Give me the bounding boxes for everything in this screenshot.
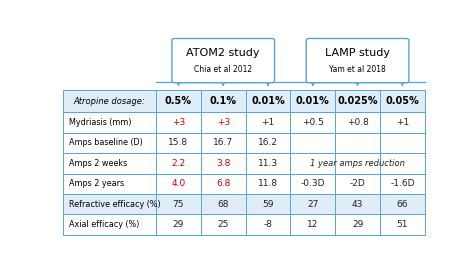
Text: Yam et al 2018: Yam et al 2018 [329, 65, 386, 74]
Text: 12: 12 [307, 220, 319, 229]
Text: 0.01%: 0.01% [296, 96, 330, 106]
Text: 43: 43 [352, 200, 363, 209]
Text: +1: +1 [261, 118, 274, 127]
Text: -0.3D: -0.3D [301, 179, 325, 188]
Text: Amps baseline (D): Amps baseline (D) [69, 139, 142, 147]
Text: 29: 29 [352, 220, 363, 229]
FancyBboxPatch shape [172, 39, 274, 83]
Text: Amps 2 years: Amps 2 years [69, 179, 124, 188]
Text: Axial efficacy (%): Axial efficacy (%) [69, 220, 139, 229]
Text: -8: -8 [264, 220, 273, 229]
Text: 1 year amps reduction: 1 year amps reduction [310, 159, 405, 168]
Text: -2D: -2D [350, 179, 365, 188]
Text: -1.6D: -1.6D [390, 179, 415, 188]
Text: 0.025%: 0.025% [337, 96, 378, 106]
Text: 0.01%: 0.01% [251, 96, 285, 106]
Text: 0.1%: 0.1% [210, 96, 237, 106]
Text: Atropine dosage:: Atropine dosage: [73, 97, 146, 106]
Text: 0.5%: 0.5% [165, 96, 192, 106]
Text: LAMP study: LAMP study [325, 48, 390, 58]
Text: Mydriasis (mm): Mydriasis (mm) [69, 118, 131, 127]
Text: 16.7: 16.7 [213, 139, 233, 147]
Text: 11.8: 11.8 [258, 179, 278, 188]
FancyBboxPatch shape [306, 39, 409, 83]
Text: +3: +3 [217, 118, 230, 127]
Text: 27: 27 [307, 200, 319, 209]
Text: Chia et al 2012: Chia et al 2012 [194, 65, 252, 74]
Text: ATOM2 study: ATOM2 study [186, 48, 260, 58]
Text: 16.2: 16.2 [258, 139, 278, 147]
Text: 51: 51 [397, 220, 408, 229]
Text: 59: 59 [262, 200, 274, 209]
Text: 68: 68 [218, 200, 229, 209]
Text: 4.0: 4.0 [171, 179, 186, 188]
Text: 11.3: 11.3 [258, 159, 278, 168]
Text: 29: 29 [173, 220, 184, 229]
Text: 2.2: 2.2 [172, 159, 185, 168]
Text: 6.8: 6.8 [216, 179, 230, 188]
Text: 25: 25 [218, 220, 229, 229]
Text: +0.5: +0.5 [302, 118, 324, 127]
Text: 15.8: 15.8 [168, 139, 189, 147]
Text: 0.05%: 0.05% [385, 96, 419, 106]
Text: +1: +1 [396, 118, 409, 127]
Text: Refractive efficacy (%): Refractive efficacy (%) [69, 200, 160, 209]
Text: +3: +3 [172, 118, 185, 127]
Text: +0.8: +0.8 [346, 118, 368, 127]
Text: 75: 75 [173, 200, 184, 209]
Text: 66: 66 [397, 200, 408, 209]
Text: Amps 2 weeks: Amps 2 weeks [69, 159, 127, 168]
Text: 3.8: 3.8 [216, 159, 230, 168]
